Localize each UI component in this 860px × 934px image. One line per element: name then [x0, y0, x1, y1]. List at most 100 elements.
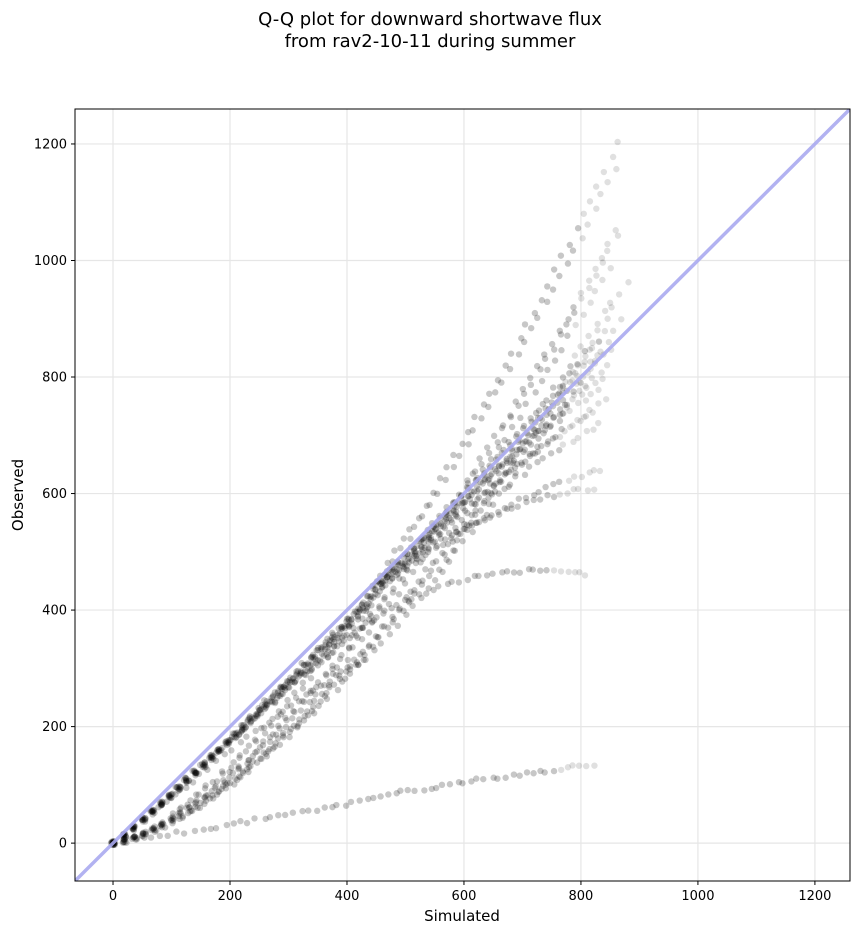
y-tick-label: 200: [42, 720, 67, 735]
qq-point: [594, 320, 601, 328]
qq-point: [157, 801, 165, 808]
qq-point: [312, 656, 319, 663]
qq-point: [604, 247, 611, 255]
qq-point: [336, 672, 343, 679]
qq-point: [455, 579, 463, 586]
y-axis-ticks: 0 200 400 600 800 1000 1200: [34, 137, 75, 852]
y-tick-label: 1200: [34, 137, 67, 152]
qq-point: [365, 616, 373, 623]
qq-point: [505, 483, 512, 490]
qq-point: [338, 651, 345, 659]
qq-point: [376, 588, 383, 595]
qq-point: [191, 769, 198, 776]
qq-point: [359, 624, 366, 632]
qq-point: [139, 816, 147, 824]
qq-point: [329, 670, 337, 677]
qq-point: [223, 741, 231, 749]
qq-point: [207, 754, 215, 761]
qq-point: [588, 344, 596, 352]
qq-point: [296, 716, 303, 723]
qq-point: [612, 227, 619, 234]
qq-point: [367, 612, 375, 620]
qq-point: [131, 833, 138, 840]
qq-point: [390, 585, 397, 592]
qq-point: [201, 800, 208, 808]
qq-point: [169, 817, 177, 825]
qq-point: [405, 559, 412, 566]
qq-point: [432, 784, 440, 792]
qq-point: [379, 583, 386, 590]
qq-point: [303, 708, 311, 715]
qq-point: [239, 726, 246, 733]
qq-point: [252, 727, 259, 735]
qq-point: [244, 718, 251, 725]
qq-point: [412, 559, 420, 567]
qq-point: [300, 717, 308, 724]
qq-point: [519, 385, 527, 393]
qq-point: [344, 656, 352, 664]
qq-point: [342, 802, 350, 809]
x-tick-label: 200: [218, 889, 243, 904]
qq-point: [130, 827, 138, 834]
qq-point: [579, 235, 586, 242]
qq-point: [348, 616, 355, 623]
qq-point: [213, 791, 221, 798]
qq-point: [300, 661, 307, 669]
qq-point: [360, 599, 367, 606]
qq-point: [513, 451, 520, 458]
qq-point: [215, 748, 222, 755]
qq-point: [207, 751, 214, 759]
qq-point: [440, 523, 447, 530]
qq-point: [192, 769, 200, 776]
qq-point: [566, 407, 573, 415]
qq-point: [525, 463, 533, 470]
qq-point: [538, 422, 545, 429]
qq-point: [324, 654, 332, 661]
qq-point: [336, 675, 344, 683]
qq-point: [495, 463, 503, 470]
qq-point: [411, 550, 419, 557]
qq-point: [372, 590, 379, 598]
qq-point: [525, 565, 533, 573]
qq-point: [202, 763, 209, 771]
qq-point: [529, 450, 537, 457]
qq-point: [329, 631, 337, 638]
qq-point: [538, 442, 545, 450]
qq-point: [345, 616, 353, 623]
qq-point: [418, 543, 426, 551]
qq-point: [330, 638, 338, 646]
qq-point: [142, 830, 149, 837]
qq-point: [420, 539, 428, 547]
qq-point: [436, 566, 443, 573]
qq-point: [435, 531, 443, 538]
qq-point: [250, 715, 257, 722]
qq-point: [520, 448, 527, 456]
qq-point: [551, 357, 559, 364]
qq-point: [150, 806, 157, 814]
qq-point: [544, 366, 551, 374]
qq-point: [556, 411, 564, 418]
qq-point: [121, 835, 128, 843]
qq-point: [574, 362, 581, 369]
qq-point: [361, 651, 368, 659]
qq-point: [158, 798, 165, 805]
qq-point: [523, 769, 531, 776]
qq-point: [216, 747, 223, 754]
qq-point: [306, 698, 314, 706]
qq-point: [515, 351, 523, 358]
qq-point: [441, 518, 448, 525]
qq-point: [308, 707, 316, 715]
qq-point: [562, 378, 569, 385]
qq-point: [220, 776, 227, 784]
qq-point: [356, 625, 364, 632]
qq-point: [247, 718, 254, 726]
qq-point: [469, 470, 477, 477]
qq-point: [378, 623, 386, 630]
qq-point: [269, 731, 277, 738]
qq-point: [282, 723, 290, 731]
qq-point: [341, 675, 349, 682]
qq-point: [549, 384, 557, 391]
qq-point: [353, 659, 361, 666]
qq-point: [185, 777, 192, 784]
qq-point: [384, 559, 391, 567]
